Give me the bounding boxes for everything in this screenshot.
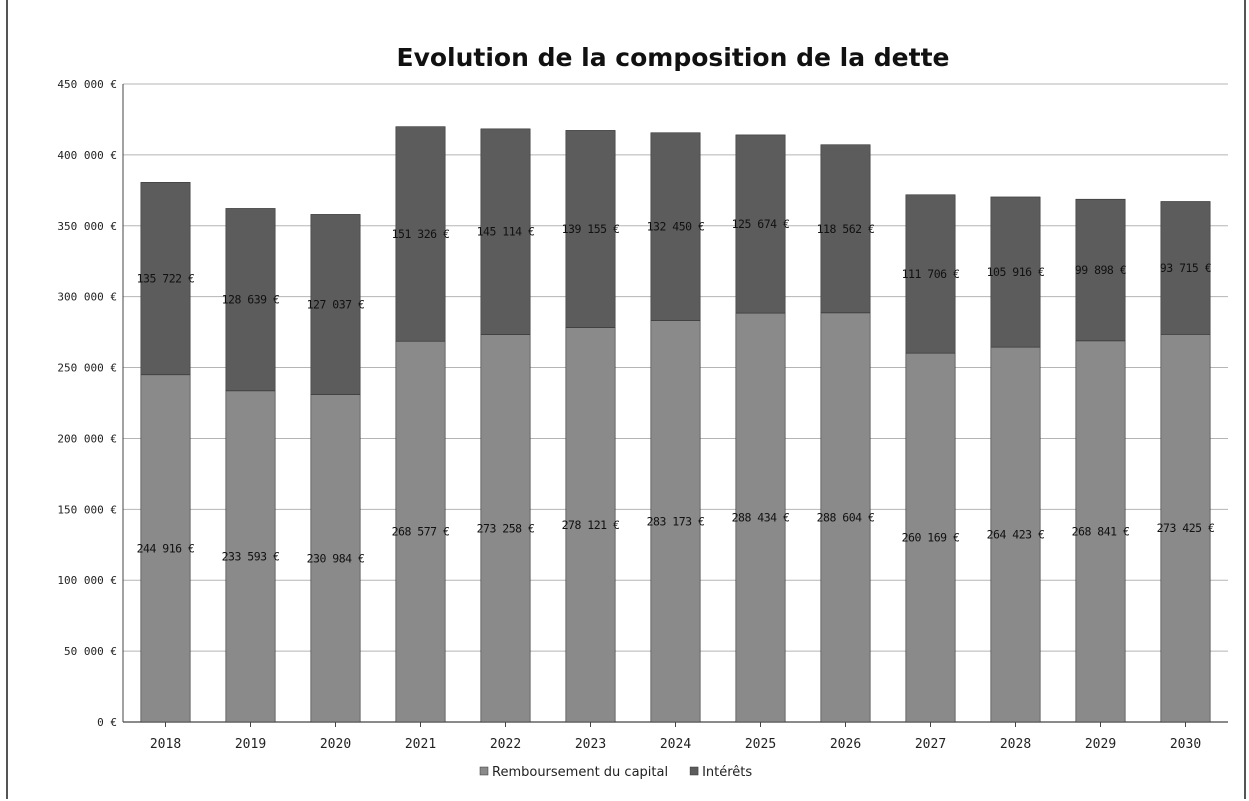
data-label: 118 562 € [817, 222, 875, 236]
data-label: 288 604 € [817, 510, 875, 524]
data-label: 244 916 € [137, 541, 195, 555]
y-axis-ticks: 0 € 50 000 € 100 000 € 150 000 € 200 000 € 25… [57, 78, 117, 729]
data-label: 127 037 € [307, 297, 365, 311]
legend: Remboursement du capital Intérêts [479, 765, 752, 780]
bar-segment-interest [650, 132, 701, 321]
y-tick-label: 400 000 € [57, 149, 117, 162]
data-label: 151 326 € [392, 227, 450, 241]
x-tick-label: 2028 [1000, 737, 1031, 752]
bar-segment-capital [990, 346, 1041, 723]
bar-segment-interest [395, 126, 446, 342]
bar-segment-interest [1160, 201, 1211, 335]
y-tick-label: 450 000 € [57, 78, 117, 91]
x-tick-label: 2020 [320, 737, 351, 752]
data-labels: 244 916 € 135 722 € 233 593 € 128 639 € 230 … [137, 217, 1215, 565]
bar-segment-interest [565, 130, 616, 328]
x-tick-label: 2019 [235, 737, 266, 752]
data-label: 260 169 € [902, 531, 960, 545]
y-tick-label: 150 000 € [57, 503, 117, 516]
bar-segment-interest [1075, 198, 1126, 342]
x-tick-label: 2026 [830, 737, 861, 752]
x-tick-label: 2029 [1085, 737, 1116, 752]
x-tick-label: 2022 [490, 737, 521, 752]
x-tick-label: 2027 [915, 737, 946, 752]
bar-segment-interest [140, 182, 191, 376]
bar-segment-capital [565, 327, 616, 723]
data-label: 273 425 € [1157, 521, 1215, 535]
bar-segment-capital [1075, 340, 1126, 723]
bar-segment-interest [820, 144, 871, 314]
data-label: 283 173 € [647, 514, 705, 528]
data-label: 99 898 € [1075, 263, 1126, 277]
legend-swatch-interest [689, 766, 699, 776]
x-tick-label: 2023 [575, 737, 606, 752]
data-label: 145 114 € [477, 225, 535, 239]
y-tick-label: 200 000 € [57, 432, 117, 445]
x-tick-label: 2021 [405, 737, 436, 752]
x-axis-ticks: 2018 2019 2020 2021 2022 2023 2024 2025 2026 2027… [150, 722, 1201, 752]
bar-segment-interest [905, 194, 956, 354]
y-tick-label: 0 € [97, 716, 117, 729]
x-tick-label: 2018 [150, 737, 181, 752]
data-label: 278 121 € [562, 518, 620, 532]
bar-segment-interest [735, 134, 786, 314]
data-label: 135 722 € [137, 272, 195, 286]
y-tick-label: 50 000 € [64, 645, 117, 658]
data-label: 93 715 € [1160, 261, 1211, 275]
data-label: 139 155 € [562, 222, 620, 236]
bar-segment-interest [990, 196, 1041, 348]
bar-segment-capital [395, 340, 446, 723]
legend-swatch-capital [479, 766, 489, 776]
data-label: 264 423 € [987, 528, 1045, 542]
data-label: 125 674 € [732, 217, 790, 231]
bar-segment-interest [225, 208, 276, 392]
bars [140, 126, 1211, 723]
data-label: 268 841 € [1072, 524, 1130, 538]
y-tick-label: 300 000 € [57, 291, 117, 304]
bar-segment-capital [905, 352, 956, 723]
data-label: 105 916 € [987, 265, 1045, 279]
data-label: 288 434 € [732, 511, 790, 525]
x-tick-label: 2030 [1170, 737, 1201, 752]
legend-label-capital: Remboursement du capital [492, 765, 668, 780]
bar-segment-capital [650, 320, 701, 723]
data-label: 111 706 € [902, 267, 960, 281]
data-label: 132 450 € [647, 220, 705, 234]
bar-segment-capital [140, 374, 191, 723]
y-tick-label: 350 000 € [57, 220, 117, 233]
y-tick-label: 250 000 € [57, 362, 117, 375]
bar-segment-capital [735, 312, 786, 723]
data-label: 128 639 € [222, 293, 280, 307]
data-label: 233 593 € [222, 549, 280, 563]
y-tick-label: 100 000 € [57, 574, 117, 587]
legend-label-interest: Intérêts [702, 765, 752, 780]
data-label: 273 258 € [477, 521, 535, 535]
x-tick-label: 2025 [745, 737, 776, 752]
bar-segment-interest [310, 214, 361, 395]
bar-segment-capital [820, 312, 871, 723]
x-tick-label: 2024 [660, 737, 691, 752]
bar-segment-interest [480, 128, 531, 335]
data-label: 268 577 € [392, 525, 450, 539]
chart-title: Evolution de la composition de la dette [397, 43, 950, 72]
chart-frame [6, 0, 1246, 799]
data-label: 230 984 € [307, 551, 365, 565]
bar-segment-capital [310, 394, 361, 723]
